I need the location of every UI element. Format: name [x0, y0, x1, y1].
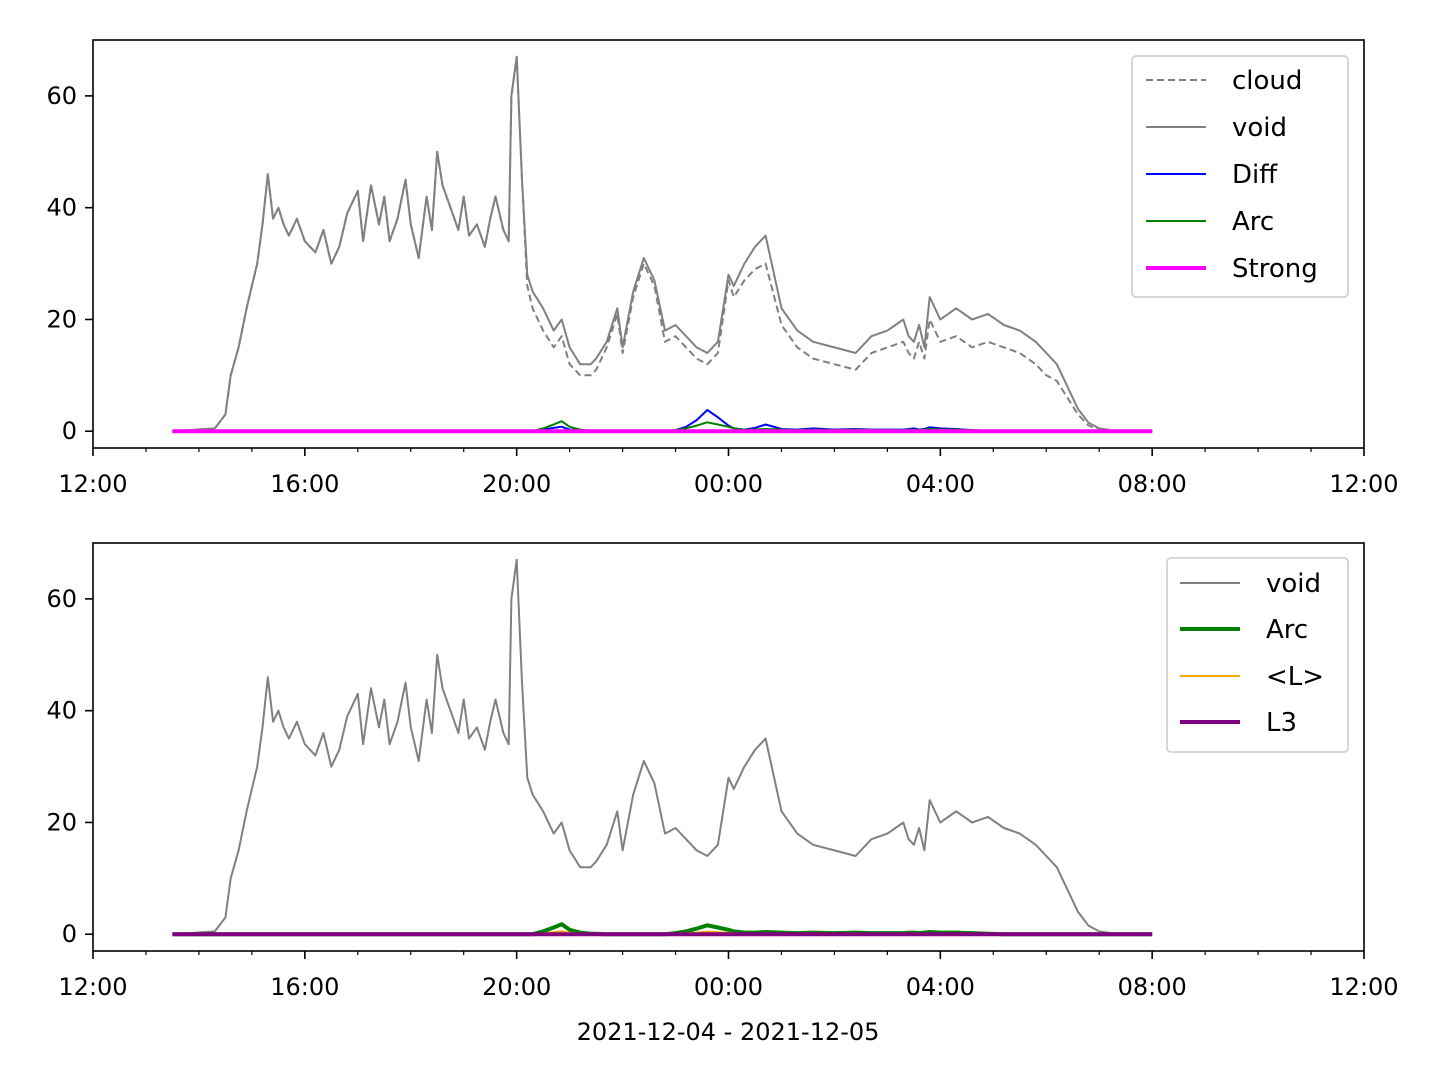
top-series-layer — [172, 55, 1153, 434]
y-tick-label: 60 — [46, 585, 77, 613]
top-legend-box — [1131, 55, 1349, 298]
x-tick-label: 16:00 — [270, 973, 339, 1001]
legend-label-arc: Arc — [1266, 615, 1308, 645]
x-tick-label: 04:00 — [906, 470, 975, 498]
y-tick-label: 0 — [62, 920, 77, 948]
top-ticks: 12:00 16:00 20:00 00:00 04:00 08:00 12:00 0 20 40… — [46, 82, 1398, 498]
legend-entry-l-mean: <L> — [1180, 662, 1324, 692]
x-tick-label: 08:00 — [1118, 470, 1187, 498]
x-tick-label: 04:00 — [906, 973, 975, 1001]
y-tick-label: 20 — [46, 305, 77, 333]
legend-label-arc: Arc — [1232, 207, 1274, 237]
y-tick-label: 40 — [46, 697, 77, 725]
x-tick-label: 12:00 — [1329, 973, 1398, 1001]
legend-entry-void: void — [1146, 113, 1287, 143]
legend-entry-arc: Arc — [1180, 615, 1308, 645]
top-chart-panel: 12:00 16:00 20:00 00:00 04:00 08:00 12:00 0 20 40… — [46, 39, 1399, 498]
legend-label-diff: Diff — [1232, 160, 1278, 190]
legend-label-strong: Strong — [1232, 254, 1318, 284]
legend-entry-void: void — [1180, 569, 1321, 599]
x-tick-label: 20:00 — [482, 973, 551, 1001]
legend-label-cloud: cloud — [1232, 66, 1302, 96]
bottom-chart-panel: 12:00 16:00 20:00 00:00 04:00 08:00 12:00 0 20 40… — [46, 542, 1399, 1046]
y-tick-label: 20 — [46, 808, 77, 836]
x-tick-label: 00:00 — [694, 470, 763, 498]
x-tick-label: 16:00 — [270, 470, 339, 498]
legend-entry-l3: L3 — [1180, 708, 1297, 738]
y-tick-label: 60 — [46, 82, 77, 110]
legend-label-void: void — [1232, 113, 1287, 143]
x-tick-label: 12:00 — [1329, 470, 1398, 498]
legend-label-void: void — [1266, 569, 1321, 599]
bottom-legend: void Arc <L> L3 — [1166, 557, 1349, 753]
legend-label-l-mean: <L> — [1266, 662, 1324, 692]
legend-entry-cloud: cloud — [1146, 66, 1302, 96]
bottom-x-axis-label: 2021-12-04 - 2021-12-05 — [577, 1018, 880, 1046]
legend-entry-arc: Arc — [1146, 207, 1274, 237]
x-tick-label: 12:00 — [58, 973, 127, 1001]
series-line-diff — [172, 409, 1153, 433]
x-tick-label: 00:00 — [694, 973, 763, 1001]
x-tick-label: 08:00 — [1118, 973, 1187, 1001]
y-tick-label: 0 — [62, 417, 77, 445]
series-line-void — [172, 55, 1153, 433]
y-tick-label: 40 — [46, 194, 77, 222]
top-legend: cloud void Diff Arc Strong — [1131, 55, 1349, 298]
bottom-ticks: 12:00 16:00 20:00 00:00 04:00 08:00 12:00 0 20 40… — [46, 585, 1398, 1001]
series-line-void — [172, 558, 1153, 936]
legend-entry-strong: Strong — [1146, 254, 1318, 284]
x-tick-label: 12:00 — [58, 470, 127, 498]
x-tick-label: 20:00 — [482, 470, 551, 498]
legend-entry-diff: Diff — [1146, 160, 1278, 190]
legend-label-l3: L3 — [1266, 708, 1297, 738]
bottom-series-layer — [172, 558, 1153, 937]
bottom-legend-box — [1166, 557, 1349, 753]
